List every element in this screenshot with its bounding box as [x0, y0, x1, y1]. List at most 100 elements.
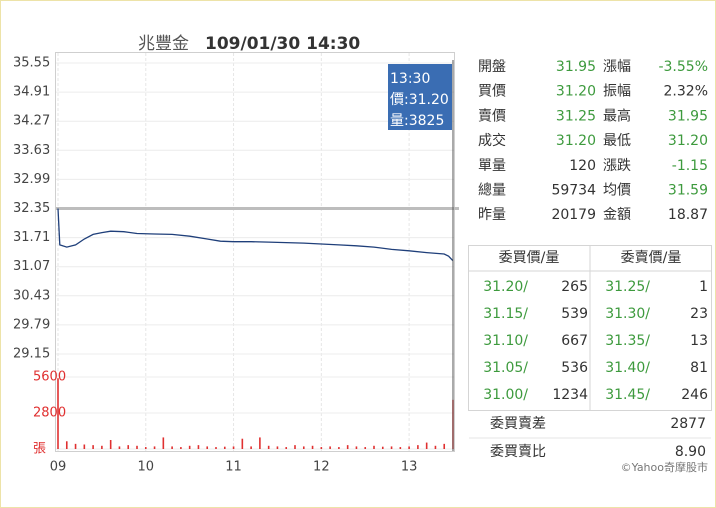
- x-tick-label: 11: [225, 460, 242, 475]
- volume-bar: [364, 447, 367, 449]
- y-tick-label: 34.91: [13, 85, 50, 100]
- y-tick-label: 2800: [33, 406, 66, 421]
- volume-bar: [381, 446, 384, 449]
- order-qty: 13: [690, 333, 708, 349]
- volume-bar: [65, 441, 68, 449]
- volume-bar: [346, 445, 349, 449]
- quote-value: 31.20: [556, 133, 596, 149]
- quote-value: 2.32%: [664, 84, 708, 100]
- chart-subtitle: 109/01/30 14:30: [205, 34, 360, 54]
- summary-value: 2877: [670, 416, 706, 432]
- quote-label: 金額: [603, 207, 631, 223]
- volume-bar: [101, 445, 103, 449]
- quote-value: 31.20: [668, 133, 708, 149]
- volume-bar: [373, 445, 375, 449]
- footer: ©Yahoo奇摩股市: [621, 460, 708, 474]
- summary-value: 8.90: [675, 444, 706, 460]
- volume-bar: [241, 438, 244, 449]
- volume-bar: [118, 446, 121, 449]
- quote-value: 20179: [551, 207, 596, 223]
- volume-bar: [355, 446, 358, 449]
- volume-bar: [171, 446, 173, 449]
- volume-bar: [408, 446, 410, 449]
- order-qty: 246: [681, 387, 708, 403]
- volume-bar: [443, 443, 446, 449]
- quote-value: 31.59: [668, 183, 708, 199]
- tooltip: [388, 64, 452, 130]
- order-price: 31.30/: [605, 306, 650, 322]
- volume-bar: [162, 437, 165, 449]
- quote-value: 31.95: [668, 108, 708, 124]
- quote-label: 買價: [478, 83, 506, 100]
- order-price: 31.35/: [605, 333, 650, 349]
- quote-value: -1.15: [672, 158, 708, 174]
- volume-bar: [390, 446, 393, 449]
- quote-value: 59734: [551, 183, 596, 199]
- volume-bar: [188, 445, 191, 449]
- quote-value: 31.20: [556, 84, 596, 100]
- x-tick-label: 13: [401, 460, 418, 475]
- volume-bar: [250, 446, 252, 449]
- volume-bar: [180, 447, 182, 449]
- volume-bar: [232, 446, 235, 449]
- chart-title: 兆豐金: [138, 34, 189, 54]
- order-price: 31.15/: [483, 306, 528, 322]
- volume-bar: [425, 442, 428, 449]
- volume-bar: [259, 437, 261, 449]
- order-price: 31.10/: [483, 333, 528, 349]
- volume-bar: [206, 446, 209, 449]
- order-qty: 23: [690, 306, 708, 322]
- y-tick-label: 32.99: [13, 172, 50, 187]
- y-tick-label: 32.35: [13, 201, 50, 216]
- plot-frame: [55, 52, 455, 452]
- y-tick-label: 張: [33, 442, 46, 457]
- quote-label: 單量: [478, 158, 506, 174]
- quote-label: 均價: [603, 182, 631, 199]
- quote-label: 漲幅: [603, 59, 631, 75]
- quote-value: 120: [569, 158, 596, 174]
- volume-bar: [83, 444, 86, 449]
- y-tick-label: 31.07: [13, 259, 50, 274]
- order-price: 31.45/: [605, 387, 650, 403]
- summary-label: 委買賣比: [490, 444, 546, 460]
- price-line: [57, 208, 454, 262]
- volume-bar: [320, 447, 323, 449]
- order-price: 31.40/: [605, 360, 650, 376]
- quote-label: 昨量: [478, 207, 506, 223]
- x-tick-label: 12: [313, 460, 330, 475]
- quote-value: 31.95: [556, 59, 596, 75]
- order-qty: 667: [561, 333, 588, 349]
- order-qty: 539: [561, 306, 588, 322]
- volume-bar: [197, 445, 200, 449]
- order-book-header: 委買價/量: [499, 249, 560, 266]
- y-tick-label: 31.71: [13, 230, 50, 245]
- volume-bar: [92, 445, 94, 449]
- volume-bar: [302, 446, 305, 449]
- x-tick-label: 10: [138, 460, 155, 475]
- volume-bar: [285, 447, 288, 449]
- volume-bar: [74, 443, 77, 449]
- quote-label: 振幅: [603, 84, 631, 100]
- volume-bar: [311, 445, 314, 449]
- volume-bar: [136, 445, 138, 449]
- volume-bar: [57, 378, 59, 449]
- order-qty: 265: [561, 279, 588, 295]
- y-tick-label: 33.63: [13, 143, 50, 158]
- quote-label: 最低: [603, 133, 631, 149]
- order-book-header: 委賣價/量: [621, 249, 682, 266]
- y-tick-label: 5600: [33, 370, 66, 385]
- volume-bar: [144, 447, 147, 449]
- order-price: 31.20/: [483, 279, 528, 295]
- x-tick-label: 09: [50, 460, 67, 475]
- volume-bar: [294, 445, 296, 449]
- volume-bar: [267, 445, 270, 449]
- order-book-frame: [468, 245, 712, 411]
- volume-bar: [329, 446, 331, 449]
- volume-bar: [434, 445, 437, 449]
- y-tick-label: 30.43: [13, 288, 50, 303]
- volume-bar: [127, 445, 130, 449]
- volume-bar: [276, 446, 279, 449]
- order-qty: 81: [690, 360, 708, 376]
- quote-value: 18.87: [668, 207, 708, 223]
